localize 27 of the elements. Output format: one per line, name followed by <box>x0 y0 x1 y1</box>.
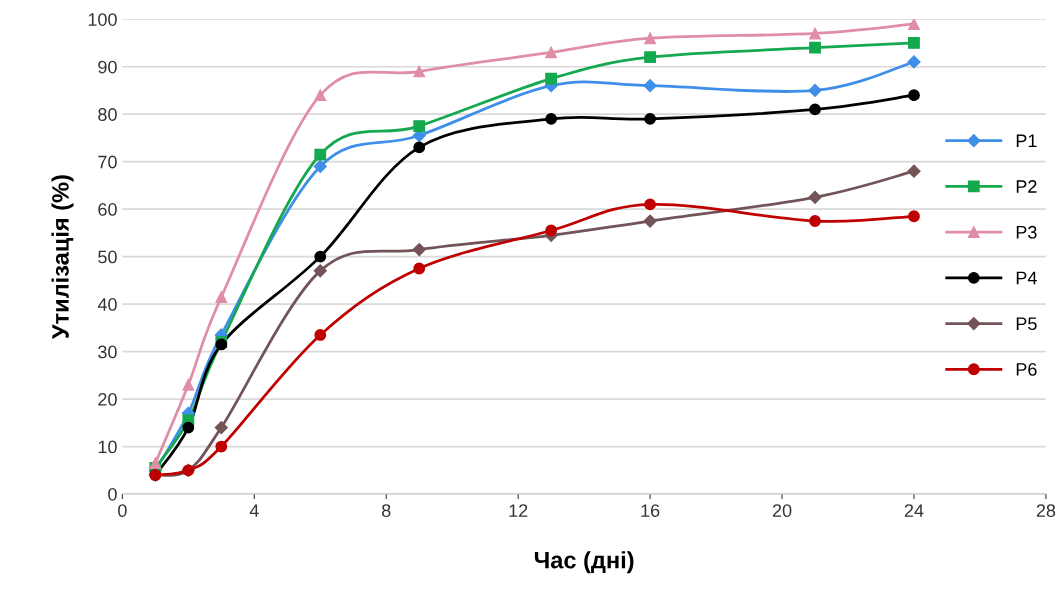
x-tick-label: 28 <box>1036 504 1056 518</box>
y-tick-label: 60 <box>98 203 117 216</box>
x-axis-title: Час (дні) <box>534 551 634 574</box>
y-tick-label: 40 <box>97 298 117 311</box>
y-tick-label: 10 <box>98 440 117 454</box>
legend-label: P5 <box>1016 317 1037 331</box>
x-tick-label: 0 <box>118 504 127 518</box>
x-tick-label: 16 <box>641 504 660 518</box>
y-axis-title: Утилізація (%) <box>51 175 74 340</box>
legend-label: P2 <box>1016 180 1037 193</box>
legend-label: P3 <box>1016 225 1037 239</box>
legend-label: P4 <box>1016 271 1037 285</box>
legend-label: P1 <box>1016 134 1037 147</box>
x-tick-label: 12 <box>509 504 528 517</box>
y-tick-label: 90 <box>98 60 117 74</box>
y-tick-label: 0 <box>108 487 117 501</box>
y-tick-label: 100 <box>88 13 117 26</box>
legend-label: P6 <box>1016 362 1037 376</box>
x-tick-label: 24 <box>904 504 924 517</box>
y-tick-label: 80 <box>98 108 117 121</box>
y-tick-label: 70 <box>98 155 117 169</box>
x-tick-label: 20 <box>772 504 792 518</box>
y-tick-label: 30 <box>98 345 117 359</box>
x-tick-label: 4 <box>249 504 259 517</box>
x-tick-label: 8 <box>382 504 391 518</box>
y-tick-label: 50 <box>98 250 117 264</box>
y-tick-label: 20 <box>98 393 117 406</box>
